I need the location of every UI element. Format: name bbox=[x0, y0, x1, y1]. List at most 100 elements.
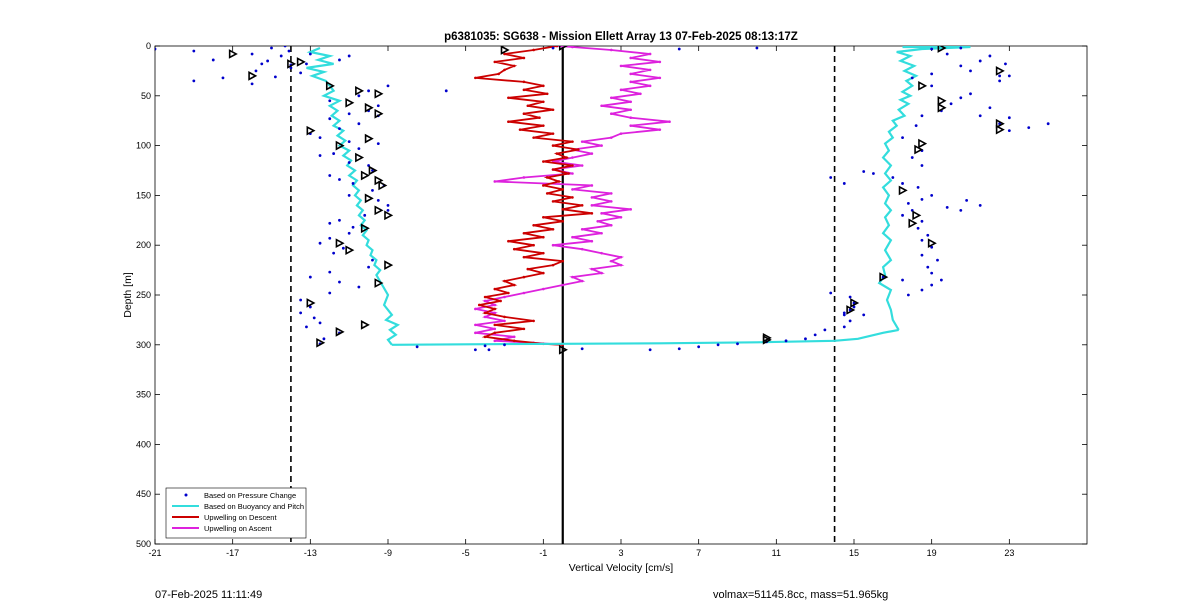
pressure-change-point bbox=[872, 172, 875, 175]
pressure-change-point bbox=[328, 291, 332, 295]
upwelling-ascent-point bbox=[590, 196, 594, 199]
pressure-change-point bbox=[848, 319, 852, 323]
pressure-change-point bbox=[473, 348, 477, 352]
legend-swatch-dots bbox=[184, 493, 188, 497]
pressure-change-point bbox=[969, 69, 972, 73]
x-tick-label: -13 bbox=[304, 548, 317, 558]
pressure-change-point bbox=[347, 112, 351, 116]
upwelling-descent-point bbox=[503, 52, 506, 56]
upwelling-ascent-point bbox=[590, 267, 594, 271]
triangle-marker bbox=[384, 210, 394, 221]
upwelling-descent-point bbox=[551, 263, 555, 267]
upwelling-descent-point bbox=[522, 112, 526, 116]
pressure-change-point bbox=[930, 84, 934, 88]
pressure-change-point bbox=[959, 64, 963, 68]
pressure-change-point bbox=[901, 136, 904, 140]
pressure-change-point bbox=[347, 161, 351, 164]
upwelling-ascent-point bbox=[483, 315, 487, 319]
pressure-change-point bbox=[386, 203, 390, 207]
upwelling-descent-point bbox=[507, 96, 510, 100]
pressure-change-point bbox=[988, 54, 992, 58]
upwelling-descent-point bbox=[545, 192, 549, 195]
pressure-change-point bbox=[371, 258, 374, 262]
pressure-change-point bbox=[959, 46, 963, 50]
upwelling-descent-point bbox=[565, 156, 568, 159]
triangle-marker bbox=[364, 102, 374, 113]
pressure-change-point bbox=[829, 176, 833, 179]
upwelling-ascent-point bbox=[561, 283, 565, 287]
upwelling-ascent-point bbox=[609, 259, 613, 263]
upwelling-descent-point bbox=[561, 188, 565, 191]
pressure-change-point bbox=[939, 278, 943, 282]
upwelling-ascent-point bbox=[596, 219, 599, 223]
upwelling-ascent-point bbox=[571, 172, 574, 175]
upwelling-ascent-point bbox=[629, 116, 633, 120]
upwelling-descent-point bbox=[493, 331, 497, 335]
upwelling-descent-point bbox=[526, 267, 530, 271]
legend-label: Upwelling on Descent bbox=[204, 513, 277, 522]
triangle-marker bbox=[306, 298, 316, 308]
pressure-change-point bbox=[328, 236, 332, 240]
triangle-marker bbox=[325, 81, 335, 91]
upwelling-descent-point bbox=[512, 339, 516, 343]
upwelling-descent-point bbox=[522, 275, 526, 279]
upwelling-ascent-point bbox=[609, 112, 613, 116]
pressure-change-point bbox=[347, 194, 351, 197]
triangle-marker bbox=[918, 138, 928, 149]
pressure-change-point bbox=[829, 291, 833, 295]
pressure-change-point bbox=[930, 283, 934, 287]
upwelling-ascent-point bbox=[609, 48, 613, 52]
pressure-change-point bbox=[998, 79, 1002, 83]
pressure-change-point bbox=[906, 201, 910, 205]
upwelling-descent-point bbox=[483, 335, 487, 339]
upwelling-ascent-point bbox=[600, 251, 603, 255]
upwelling-descent-point bbox=[542, 184, 545, 187]
upwelling-descent-point bbox=[522, 255, 526, 259]
plot-area bbox=[155, 46, 1050, 544]
pressure-change-point bbox=[351, 182, 355, 185]
legend-label: Upwelling on Ascent bbox=[204, 524, 272, 533]
pressure-change-point bbox=[926, 265, 930, 269]
upwelling-ascent-point bbox=[493, 327, 497, 331]
upwelling-descent-point bbox=[503, 279, 506, 283]
upwelling-ascent-point bbox=[658, 128, 662, 131]
upwelling-descent-point bbox=[557, 180, 561, 183]
upwelling-ascent-point bbox=[522, 291, 526, 295]
upwelling-ascent-point bbox=[493, 311, 497, 315]
upwelling-descent-point bbox=[493, 60, 497, 64]
triangle-marker bbox=[364, 193, 374, 204]
triangle-marker bbox=[762, 334, 772, 345]
pressure-change-point bbox=[930, 271, 934, 275]
pressure-change-point bbox=[916, 226, 920, 230]
upwelling-ascent-point bbox=[619, 132, 623, 135]
pressure-change-point bbox=[755, 46, 759, 50]
pressure-change-point bbox=[299, 311, 303, 315]
triangle-marker bbox=[898, 185, 908, 196]
y-tick-label: 500 bbox=[136, 539, 151, 549]
upwelling-ascent-point bbox=[619, 263, 623, 267]
upwelling-ascent-point bbox=[483, 299, 487, 303]
upwelling-descent-point bbox=[545, 176, 549, 179]
pressure-change-point bbox=[930, 47, 934, 51]
pressure-change-point bbox=[279, 54, 283, 58]
legend-label: Based on Buoyancy and Pitch bbox=[204, 502, 304, 511]
triangle-marker bbox=[248, 71, 258, 81]
pressure-change-point bbox=[328, 99, 332, 103]
triangle-marker bbox=[937, 102, 947, 113]
upwelling-descent-point bbox=[512, 283, 516, 287]
pressure-change-point bbox=[842, 182, 846, 185]
upwelling-descent-point bbox=[483, 311, 487, 315]
pressure-change-point bbox=[308, 52, 312, 56]
upwelling-descent-point bbox=[542, 271, 545, 275]
pressure-change-point bbox=[318, 154, 322, 157]
pressure-change-point bbox=[677, 47, 681, 51]
upwelling-descent-point bbox=[532, 319, 535, 323]
upwelling-ascent-point bbox=[609, 192, 613, 195]
upwelling-ascent-point bbox=[629, 108, 633, 112]
plot-frame bbox=[154, 45, 1088, 545]
upwelling-ascent-point bbox=[600, 212, 603, 215]
buoyancy-pitch-line-bottom bbox=[391, 328, 899, 346]
upwelling-descent-point bbox=[542, 124, 545, 127]
pressure-change-point bbox=[648, 348, 652, 352]
